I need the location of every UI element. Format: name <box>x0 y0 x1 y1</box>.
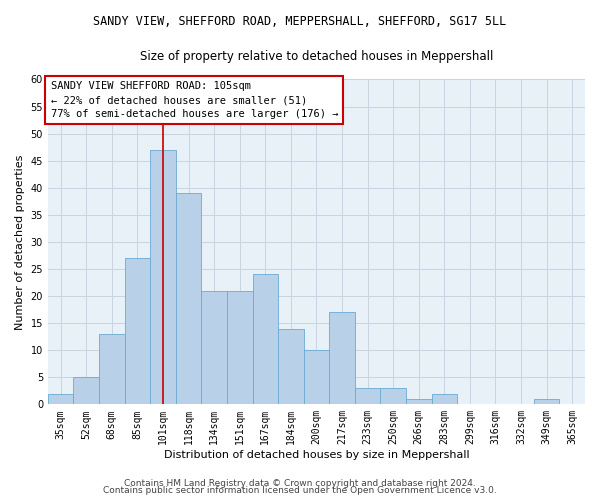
Y-axis label: Number of detached properties: Number of detached properties <box>15 154 25 330</box>
Bar <box>125 258 150 404</box>
Bar <box>150 150 176 405</box>
Bar <box>253 274 278 404</box>
Bar <box>431 394 457 404</box>
Bar <box>406 399 431 404</box>
Bar <box>355 388 380 404</box>
Bar <box>202 290 227 405</box>
X-axis label: Distribution of detached houses by size in Meppershall: Distribution of detached houses by size … <box>164 450 469 460</box>
Bar <box>73 378 99 404</box>
Bar <box>227 290 253 405</box>
Bar <box>176 193 202 404</box>
Bar <box>304 350 329 405</box>
Bar <box>380 388 406 404</box>
Bar <box>534 399 559 404</box>
Bar <box>99 334 125 404</box>
Text: Contains public sector information licensed under the Open Government Licence v3: Contains public sector information licen… <box>103 486 497 495</box>
Bar <box>329 312 355 404</box>
Bar <box>48 394 73 404</box>
Title: Size of property relative to detached houses in Meppershall: Size of property relative to detached ho… <box>140 50 493 63</box>
Text: Contains HM Land Registry data © Crown copyright and database right 2024.: Contains HM Land Registry data © Crown c… <box>124 478 476 488</box>
Text: SANDY VIEW, SHEFFORD ROAD, MEPPERSHALL, SHEFFORD, SG17 5LL: SANDY VIEW, SHEFFORD ROAD, MEPPERSHALL, … <box>94 15 506 28</box>
Bar <box>278 328 304 404</box>
Text: SANDY VIEW SHEFFORD ROAD: 105sqm
← 22% of detached houses are smaller (51)
77% o: SANDY VIEW SHEFFORD ROAD: 105sqm ← 22% o… <box>50 81 338 119</box>
